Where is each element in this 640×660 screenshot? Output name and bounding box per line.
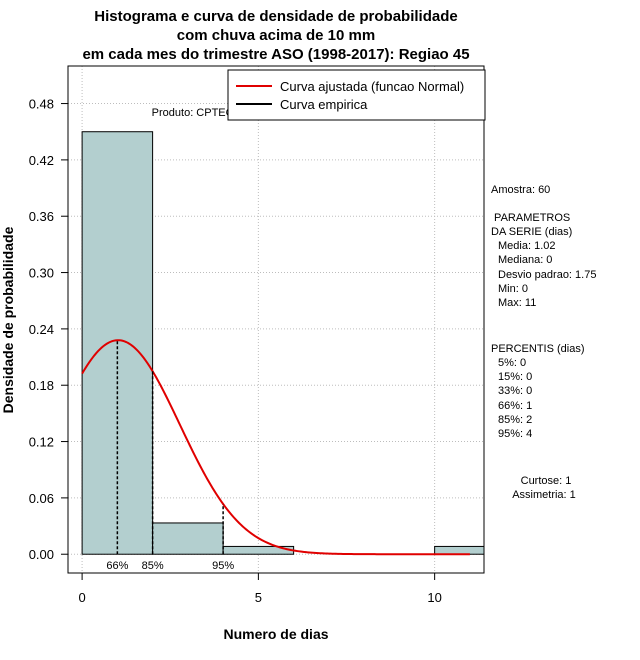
percentil-5: 5%: 0 xyxy=(498,357,526,369)
x-axis-label: Numero de dias xyxy=(223,626,328,642)
y-tick-label-4: 0.24 xyxy=(29,322,54,337)
percentile-label-0: 66% xyxy=(106,560,128,572)
y-tick-label-1: 0.06 xyxy=(29,491,54,506)
chart-title: Histograma e curva de densidade de proba… xyxy=(82,8,469,63)
x-tick-label-0: 0 xyxy=(78,590,85,605)
y-tick-label-3: 0.18 xyxy=(29,378,54,393)
param-mediana: Mediana: 0 xyxy=(498,254,552,266)
y-axis-label: Densidade de probabilidade xyxy=(0,226,16,413)
param-media: Media: 1.02 xyxy=(498,240,555,252)
percentil-33: 33%: 0 xyxy=(498,385,532,397)
percentil-66: 66%: 1 xyxy=(498,400,532,412)
percentil-95: 95%: 4 xyxy=(498,428,532,440)
percentil-15: 15%: 0 xyxy=(498,371,532,383)
legend-empirical-label: Curva empirica xyxy=(280,97,368,112)
amostra-text: Amostra: 60 xyxy=(491,184,550,196)
y-tick-label-6: 0.36 xyxy=(29,209,54,224)
x-tick-label-2: 10 xyxy=(427,590,441,605)
assimetria-text: Assimetria: 1 xyxy=(512,489,576,501)
y-tick-label-8: 0.48 xyxy=(29,97,54,112)
legend-fit-label: Curva ajustada (funcao Normal) xyxy=(280,79,464,94)
legend: Curva ajustada (funcao Normal) Curva emp… xyxy=(227,69,486,121)
percentile-label-2: 95% xyxy=(212,560,234,572)
legend-box xyxy=(227,69,486,121)
statistics-panel: Amostra: 60 PARAMETROS DA SERIE (dias) M… xyxy=(491,184,596,501)
percentis-title: PERCENTIS (dias) xyxy=(491,343,585,355)
percentil-85: 85%: 2 xyxy=(498,414,532,426)
y-tick-label-5: 0.30 xyxy=(29,266,54,281)
param-desvio: Desvio padrao: 1.75 xyxy=(498,269,596,281)
title-line-1: Histograma e curva de densidade de proba… xyxy=(94,8,457,25)
histogram-bars xyxy=(81,131,485,555)
title-line-3: em cada mes do trimestre ASO (1998-2017)… xyxy=(82,46,469,63)
y-axis: 0.00 0.06 0.12 0.18 0.24 0.30 0.36 0.42 0.48 xyxy=(29,97,68,562)
percentile-markers: 66% 85% 95% xyxy=(106,340,234,572)
histogram-bar-5 xyxy=(434,545,485,555)
histogram-bar-1 xyxy=(152,522,224,555)
percentile-label-1: 85% xyxy=(142,560,164,572)
y-tick-label-7: 0.42 xyxy=(29,153,54,168)
param-min: Min: 0 xyxy=(498,283,528,295)
fit-curve-group xyxy=(81,339,470,556)
parametros-title-1: PARAMETROS xyxy=(491,212,570,224)
parametros-title-2: DA SERIE (dias) xyxy=(491,226,572,238)
param-max: Max: 11 xyxy=(498,297,536,309)
y-tick-label-0: 0.00 xyxy=(29,547,54,562)
title-line-2: com chuva acima de 10 mm xyxy=(177,27,375,44)
normal-fit-curve xyxy=(81,339,470,556)
y-tick-label-2: 0.12 xyxy=(29,435,54,450)
x-tick-label-1: 5 xyxy=(255,590,262,605)
curtose-text: Curtose: 1 xyxy=(521,475,572,487)
x-axis: 0 5 10 xyxy=(78,572,442,605)
